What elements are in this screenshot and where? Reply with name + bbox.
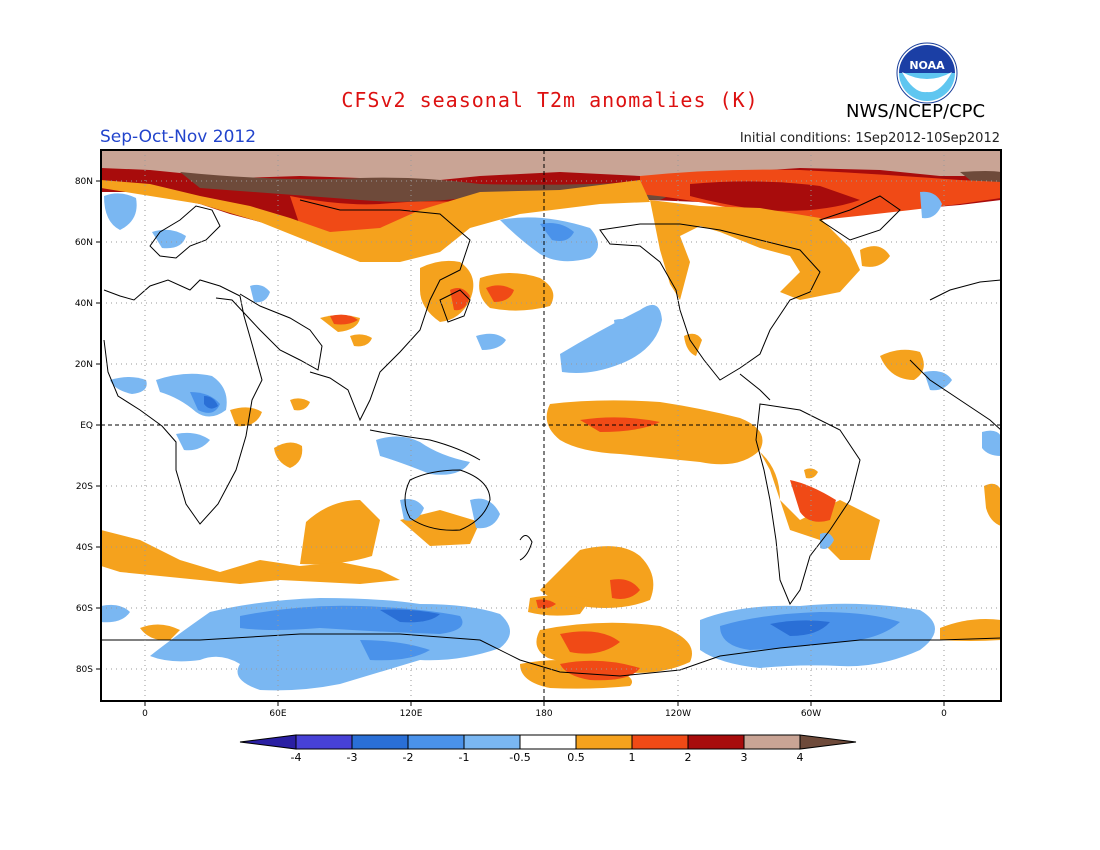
lon-label: 120W — [665, 709, 691, 719]
colorbar-label: -1 — [459, 751, 470, 764]
noaa-logo-icon: NOAA — [896, 42, 958, 104]
lon-label: 60W — [801, 709, 821, 719]
equator-dateline — [101, 150, 1001, 701]
lat-label: EQ — [80, 421, 93, 431]
strong-warm-anomaly-patches — [330, 285, 836, 681]
colorbar-labels: -4 -3 -2 -1 -0.5 0.5 1 2 3 4 — [291, 751, 804, 764]
lon-label: 60E — [269, 709, 286, 719]
colorbar-swatch — [295, 734, 353, 750]
lat-label: 20S — [76, 482, 93, 492]
lat-label: 20N — [75, 360, 93, 370]
lat-label: 80N — [75, 177, 93, 187]
logo-text: NOAA — [909, 59, 945, 72]
colorbar-swatch — [463, 734, 521, 750]
lat-label: 60N — [75, 238, 93, 248]
colorbar-label: -0.5 — [509, 751, 530, 764]
colorbar-swatch — [575, 734, 633, 750]
lat-label: 60S — [76, 604, 93, 614]
colorbar-swatch — [407, 734, 465, 750]
colorbar-label: 1 — [629, 751, 636, 764]
colorbar-label: 4 — [797, 751, 804, 764]
lat-label: 80S — [76, 665, 93, 675]
colorbar-label: 0.5 — [567, 751, 585, 764]
colorbar-swatch — [519, 734, 577, 750]
colorbar-swatch — [239, 734, 297, 750]
colorbar-label: 2 — [685, 751, 692, 764]
colorbar-label: -4 — [291, 751, 302, 764]
colorbar-label: 3 — [741, 751, 748, 764]
arctic-warm-anomaly — [101, 150, 1001, 240]
map-title: CFSv2 seasonal T2m anomalies (K) — [341, 88, 759, 112]
colorbar-swatch — [687, 734, 745, 750]
colorbar-swatch — [351, 734, 409, 750]
axis-ticks — [96, 180, 945, 706]
lon-label: 120E — [400, 709, 423, 719]
colorbar-swatch — [799, 734, 857, 750]
colorbar-swatch — [743, 734, 801, 750]
colorbar-swatch — [631, 734, 689, 750]
initial-conditions-label: Initial conditions: 1Sep2012-10Sep2012 — [739, 131, 1000, 146]
season-label: Sep-Oct-Nov 2012 — [100, 127, 257, 147]
lon-label: 0 — [941, 709, 947, 719]
agency-label: NWS/NCEP/CPC — [846, 101, 986, 122]
lat-label: 40S — [76, 543, 93, 553]
anomaly-fields — [101, 150, 1001, 691]
lon-labels: 0 60E 120E 180 120W 60W 0 — [142, 709, 947, 719]
lon-label: 180 — [535, 709, 552, 719]
deepest-cool-anomaly-patches — [204, 396, 830, 636]
colorbar-label: -2 — [403, 751, 414, 764]
coastlines — [101, 195, 1001, 677]
lat-label: 40N — [75, 299, 93, 309]
lon-label: 0 — [142, 709, 148, 719]
colorbar-swatches — [239, 734, 857, 750]
lat-labels: 80N 60N 40N 20N EQ 20S 40S 60S 80S — [75, 177, 93, 675]
colorbar-label: -3 — [347, 751, 358, 764]
